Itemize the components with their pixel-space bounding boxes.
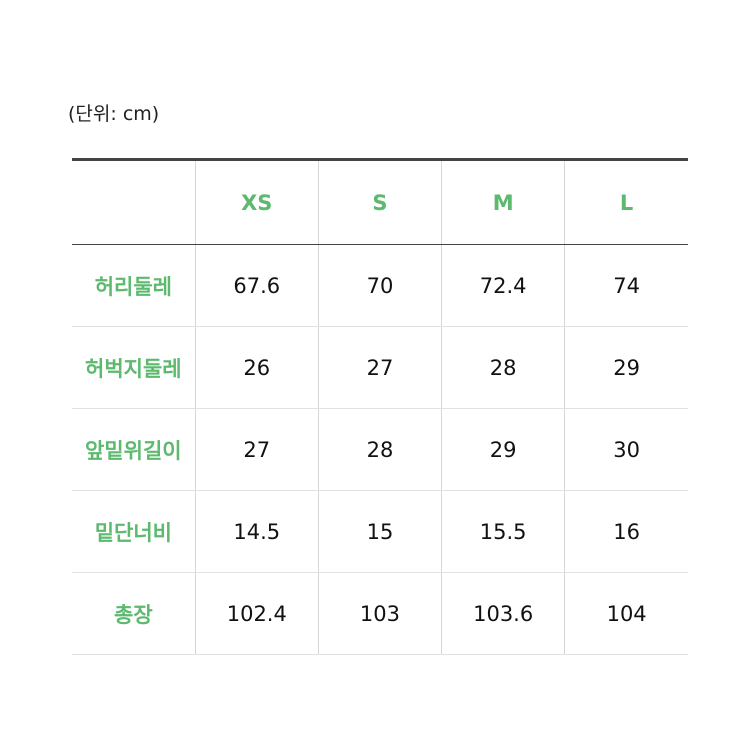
- header-size-xs: XS: [194, 159, 319, 245]
- measurement-cell: 15: [317, 490, 442, 573]
- measurement-cell: 30: [564, 408, 688, 491]
- measurement-cell: 72.4: [441, 244, 565, 327]
- measurement-cell: 67.6: [194, 244, 319, 327]
- measurement-cell: 16: [564, 490, 688, 573]
- row-label: 허리둘레: [72, 244, 196, 327]
- measurement-cell: 70: [317, 244, 442, 327]
- measurement-cell: 103.6: [441, 572, 565, 655]
- table-row: 허리둘레 67.6 70 72.4 74: [72, 244, 688, 327]
- header-row: XS S M L: [72, 159, 688, 245]
- measurement-cell: 29: [441, 408, 565, 491]
- measurement-cell: 15.5: [441, 490, 565, 573]
- measurement-cell: 29: [564, 326, 688, 409]
- row-label: 총장: [72, 572, 196, 655]
- table-row: 총장 102.4 103 103.6 104: [72, 572, 688, 655]
- header-size-s: S: [317, 159, 442, 245]
- measurement-cell: 104: [564, 572, 688, 655]
- table-row: 밑단너비 14.5 15 15.5 16: [72, 490, 688, 573]
- measurement-cell: 74: [564, 244, 688, 327]
- row-label: 앞밑위길이: [72, 408, 196, 491]
- measurement-cell: 26: [194, 326, 319, 409]
- header-empty: [72, 159, 196, 245]
- row-label: 밑단너비: [72, 490, 196, 573]
- header-size-l: L: [564, 159, 688, 245]
- header-size-m: M: [441, 159, 565, 245]
- measurement-cell: 27: [317, 326, 442, 409]
- row-label: 허벅지둘레: [72, 326, 196, 409]
- size-chart-table: XS S M L 허리둘레 67.6 70 72.4 74 허벅지둘레 26 27 28 29 앞밑…: [72, 158, 688, 655]
- measurement-cell: 102.4: [194, 572, 319, 655]
- table-row: 앞밑위길이 27 28 29 30: [72, 408, 688, 491]
- measurement-cell: 103: [317, 572, 442, 655]
- measurement-cell: 27: [194, 408, 319, 491]
- table-row: 허벅지둘레 26 27 28 29: [72, 326, 688, 409]
- unit-label: (단위: cm): [68, 103, 160, 125]
- measurement-cell: 28: [317, 408, 442, 491]
- measurement-cell: 14.5: [194, 490, 319, 573]
- measurement-cell: 28: [441, 326, 565, 409]
